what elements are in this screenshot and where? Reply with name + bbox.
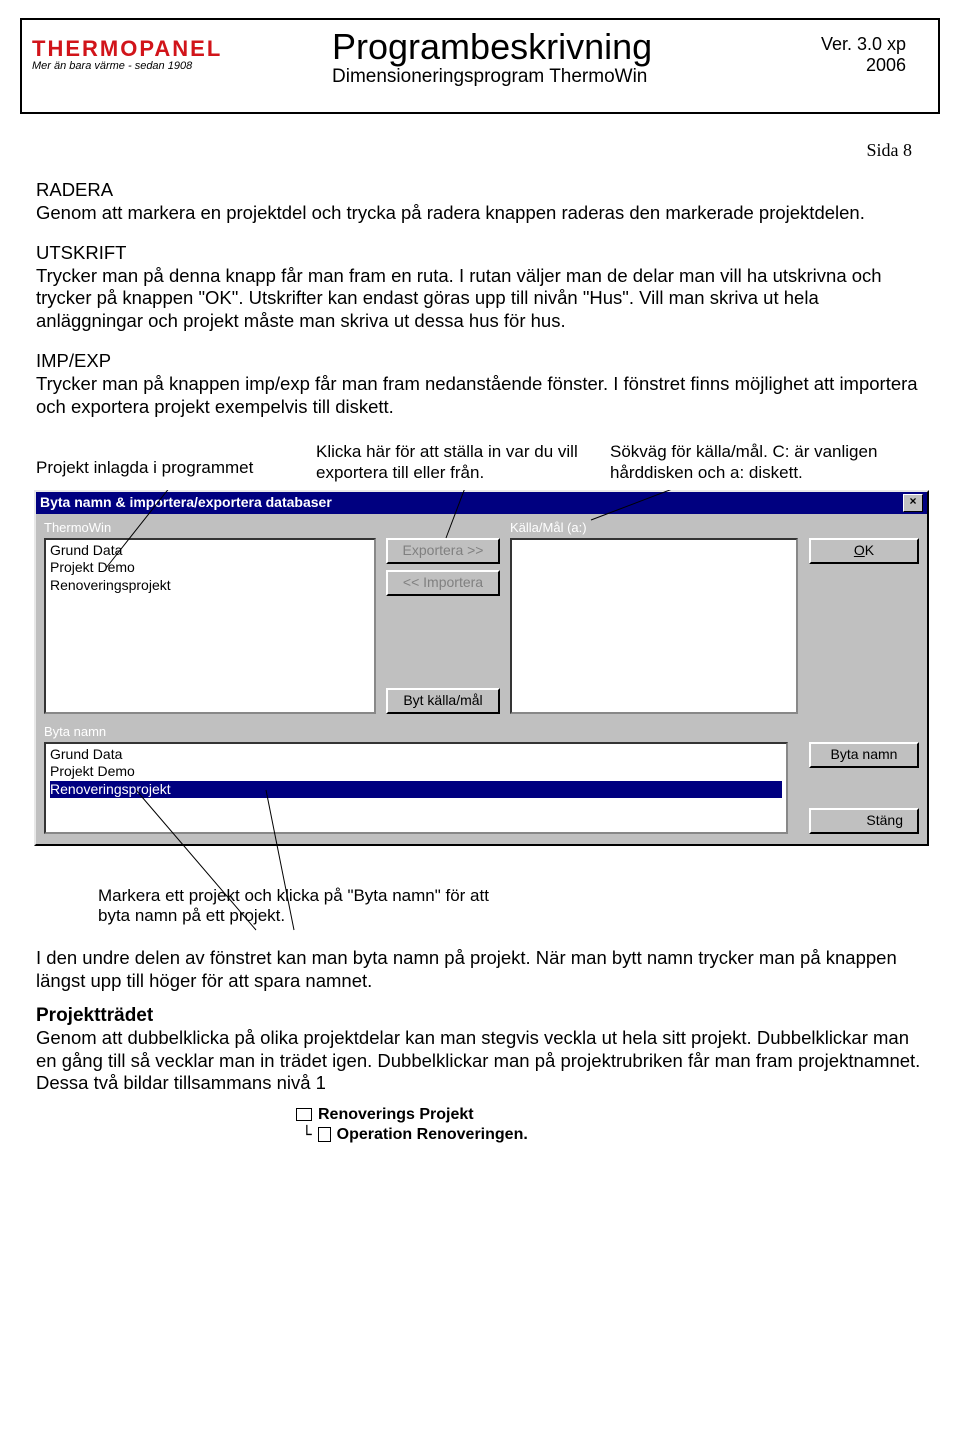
tree-root-label: Renoverings Projekt <box>318 1105 474 1125</box>
version-block: Ver. 3.0 xp 2006 <box>821 34 906 76</box>
list-item[interactable]: Grund Data <box>50 746 782 764</box>
listbox-bytanamn[interactable]: Grund Data Projekt Demo Renoveringsproje… <box>44 742 788 834</box>
list-item[interactable]: Projekt Demo <box>50 559 370 577</box>
label-thermowin: ThermoWin <box>44 520 376 536</box>
list-item[interactable]: Renoveringsprojekt <box>50 577 370 595</box>
paragraph-impexp: Trycker man på knappen imp/exp får man f… <box>36 373 924 418</box>
ok-button[interactable]: OK <box>809 538 919 564</box>
spacer <box>915 520 919 536</box>
listbox-kalla[interactable] <box>510 538 798 714</box>
page-number: Sida 8 <box>866 140 912 161</box>
annotation-mid: Klicka här för att ställa in var du vill… <box>316 442 610 483</box>
label-kalla: Källa/Mål (a:) <box>510 520 798 536</box>
tree-branch-icon: └ <box>302 1125 312 1145</box>
heading-projekttradet: Projektträdet <box>36 1004 924 1027</box>
paragraph-utskrift: Trycker man på denna knapp får man fram … <box>36 265 924 333</box>
heading-utskrift: UTSKRIFT <box>36 242 924 265</box>
document-icon <box>318 1127 331 1142</box>
dialog-titlebar[interactable]: Byta namn & importera/exportera database… <box>36 492 927 514</box>
folder-icon <box>296 1108 312 1121</box>
list-item[interactable]: Grund Data <box>50 542 370 560</box>
version-line1: Ver. 3.0 xp <box>821 34 906 55</box>
project-tree: Renoverings Projekt └ Operation Renoveri… <box>296 1105 924 1144</box>
annotation-right: Sökväg för källa/mål. C: är vanligen hår… <box>610 442 924 483</box>
paragraph-radera: Genom att markera en projektdel och tryc… <box>36 202 924 225</box>
byt-kalla-button[interactable]: Byt källa/mål <box>386 688 500 714</box>
version-line2: 2006 <box>821 55 906 76</box>
list-item-selected[interactable]: Renoveringsprojekt <box>50 781 782 799</box>
dialog-title: Byta namn & importera/exportera database… <box>40 494 903 511</box>
annotation-row: Projekt inlagda i programmet Klicka här … <box>36 442 924 483</box>
export-button[interactable]: Exportera >> <box>386 538 500 564</box>
tree-child[interactable]: └ Operation Renoveringen. <box>302 1125 924 1145</box>
spacer <box>386 520 500 536</box>
import-export-dialog: Byta namn & importera/exportera database… <box>34 490 929 846</box>
bytanamn-button[interactable]: Byta namn <box>809 742 919 768</box>
annotation-left: Projekt inlagda i programmet <box>36 442 316 483</box>
document-header: THERMOPANEL Mer än bara värme - sedan 19… <box>20 18 940 114</box>
title-block: Programbeskrivning Dimensioneringsprogra… <box>332 26 652 88</box>
heading-radera: RADERA <box>36 179 924 202</box>
close-icon[interactable]: × <box>903 494 923 512</box>
post-paragraph-2: Genom att dubbelklicka på olika projektd… <box>36 1027 924 1095</box>
doc-title: Programbeskrivning <box>332 26 652 68</box>
annotation-below: Markera ett projekt och klicka på "Byta … <box>98 886 498 927</box>
tree-child-label: Operation Renoveringen. <box>337 1125 528 1145</box>
import-button[interactable]: << Importera <box>386 570 500 596</box>
listbox-thermowin[interactable]: Grund Data Projekt Demo Renoveringsproje… <box>44 538 376 714</box>
spacer <box>809 724 919 740</box>
list-item[interactable]: Projekt Demo <box>50 763 782 781</box>
heading-impexp: IMP/EXP <box>36 350 924 373</box>
stang-button[interactable]: Stäng <box>809 808 919 834</box>
doc-subtitle: Dimensioneringsprogram ThermoWin <box>332 66 652 88</box>
logo-text: THERMOPANEL <box>32 36 222 62</box>
post-paragraph-1: I den undre delen av fönstret kan man by… <box>36 947 924 992</box>
tree-root[interactable]: Renoverings Projekt <box>296 1105 924 1125</box>
logo: THERMOPANEL Mer än bara värme - sedan 19… <box>32 36 222 72</box>
label-bytanamn: Byta namn <box>44 724 788 740</box>
